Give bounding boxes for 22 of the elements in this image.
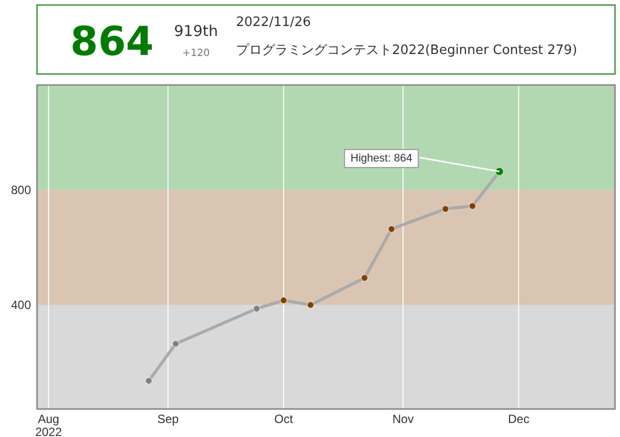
annotation: +120 <box>182 48 210 59</box>
point <box>280 296 288 304</box>
annotation: 2022/11/26 <box>236 15 311 30</box>
point <box>306 301 314 309</box>
x-tick-label: Oct <box>274 412 294 426</box>
x-tick-label: Sep <box>157 412 180 426</box>
x-tick-label: Nov <box>392 412 414 426</box>
annotation: Highest: 864 <box>350 152 412 165</box>
y-tick-label: 800 <box>10 182 32 197</box>
point <box>442 205 450 213</box>
annotation: 864 <box>70 19 154 65</box>
x-tick-label: Dec <box>508 412 530 426</box>
point <box>172 340 180 348</box>
point <box>252 304 260 312</box>
point <box>360 274 368 282</box>
annotation: プログラミングコンテスト2022(Beginner Contest 279) <box>236 43 578 58</box>
point <box>388 225 396 233</box>
point <box>144 377 153 385</box>
y-tick-label: 400 <box>10 298 32 312</box>
x-tick-label: Aug 2022 <box>35 412 62 437</box>
point <box>468 202 476 210</box>
annotation: 919th <box>174 22 218 40</box>
